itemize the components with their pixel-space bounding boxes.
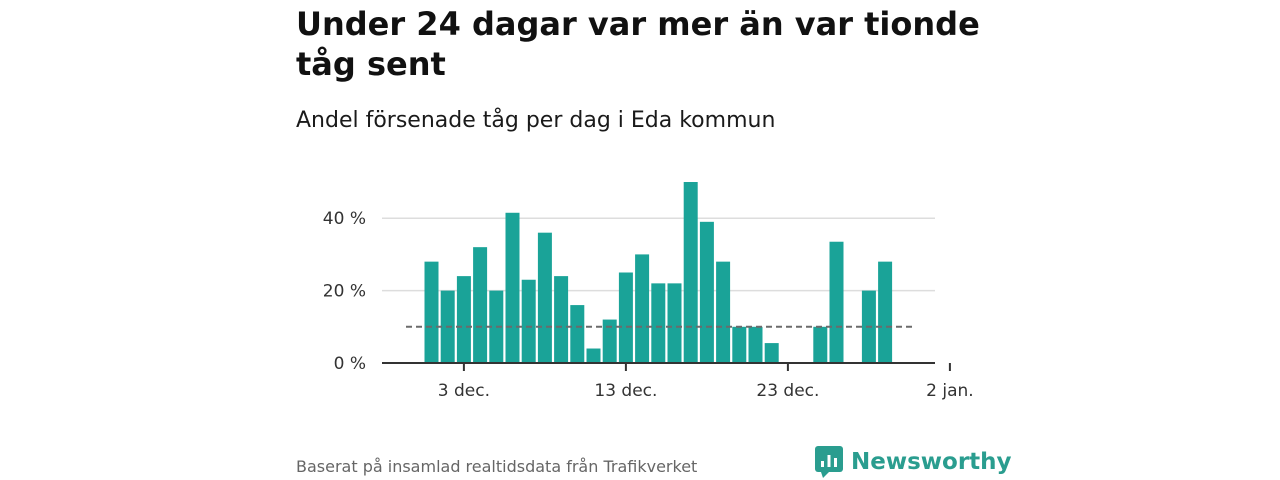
bar <box>699 221 714 363</box>
bar <box>683 182 698 363</box>
bar <box>667 283 682 363</box>
x-tick-label: 2 jan. <box>926 381 974 401</box>
bar <box>473 247 488 363</box>
bar <box>764 343 779 363</box>
bar <box>554 276 569 363</box>
x-tick-label: 23 dec. <box>756 381 819 401</box>
bars <box>424 182 893 363</box>
bar <box>618 272 633 363</box>
chart-subtitle: Andel försenade tåg per dag i Eda kommun <box>296 108 776 133</box>
bar <box>424 261 439 363</box>
bar <box>732 326 747 363</box>
bar <box>521 279 536 363</box>
bar <box>829 241 844 363</box>
bar <box>602 319 617 363</box>
brand-name: Newsworthy <box>851 449 1012 475</box>
newsworthy-logo: Newsworthy <box>815 446 1012 478</box>
x-tick-label: 3 dec. <box>438 381 490 401</box>
bar <box>586 348 601 363</box>
y-tick-label: 20 % <box>323 282 366 302</box>
source-note: Baserat på insamlad realtidsdata från Tr… <box>296 457 698 476</box>
newsworthy-logo-icon <box>815 446 843 478</box>
bar <box>505 212 520 363</box>
y-tick-label: 0 % <box>334 354 366 374</box>
bar <box>878 261 893 363</box>
chart-title: Under 24 dagar var mer än var tionde tåg… <box>296 5 980 83</box>
x-tick-label: 13 dec. <box>594 381 657 401</box>
bar <box>716 261 731 363</box>
bar <box>748 326 763 363</box>
bar <box>813 326 828 363</box>
bar <box>456 276 471 363</box>
bar <box>651 283 666 363</box>
bar <box>635 254 650 363</box>
bar <box>537 232 552 363</box>
axes: 0 % 20 % 40 % 3 dec. 13 dec. 23 dec. 2 jan. <box>323 209 974 401</box>
y-tick-label: 40 % <box>323 209 366 229</box>
bar <box>570 305 585 363</box>
